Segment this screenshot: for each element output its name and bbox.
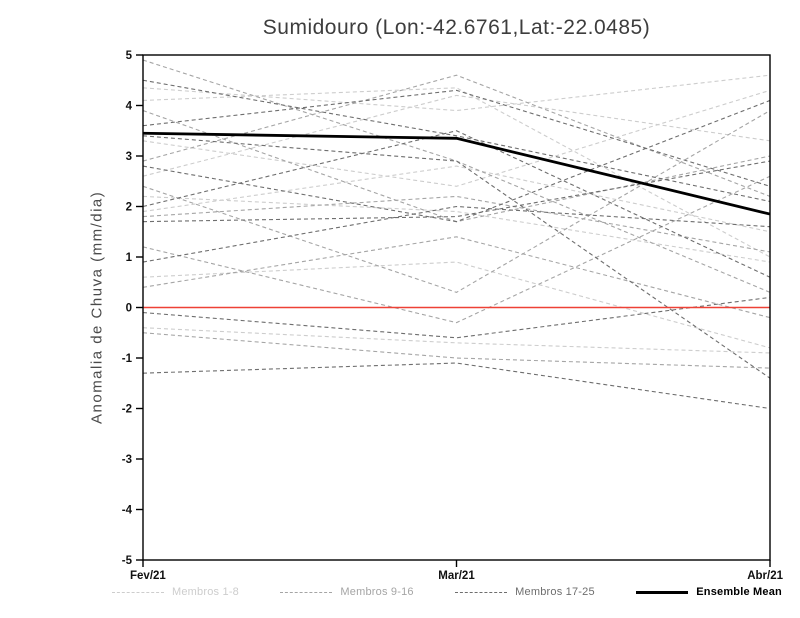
svg-text:5: 5: [126, 50, 133, 62]
legend-item-members-9-16: Membros 9-16: [280, 586, 414, 598]
legend-label: Membros 1-8: [172, 586, 239, 598]
svg-text:Mar/21: Mar/21: [438, 570, 475, 582]
legend-item-ensemble-mean: Ensemble Mean: [636, 586, 782, 598]
svg-text:Fev/21: Fev/21: [130, 570, 166, 582]
svg-text:3: 3: [126, 151, 132, 163]
svg-text:2: 2: [126, 202, 132, 214]
legend-label: Ensemble Mean: [696, 586, 782, 598]
dashed-line-swatch: [455, 591, 508, 593]
svg-text:4: 4: [126, 101, 133, 113]
solid-line-swatch: [636, 590, 689, 594]
dashed-line-swatch: [112, 591, 164, 593]
svg-text:-1: -1: [122, 353, 133, 365]
legend: Membros 1-8 Membros 9-16 Membros 17-25 E…: [112, 586, 782, 598]
svg-text:Abr/21: Abr/21: [747, 570, 783, 582]
svg-text:-2: -2: [122, 404, 132, 416]
svg-text:1: 1: [126, 252, 133, 264]
chart-title: Sumidouro (Lon:-42.6761,Lat:-22.0485): [262, 16, 651, 39]
legend-label: Membros 17-25: [515, 586, 595, 598]
svg-text:-5: -5: [122, 555, 133, 567]
legend-label: Membros 9-16: [340, 586, 414, 598]
svg-text:-4: -4: [122, 505, 133, 517]
dashed-line-swatch: [280, 591, 333, 593]
svg-text:-3: -3: [122, 454, 132, 466]
svg-text:0: 0: [126, 303, 132, 315]
legend-item-members-1-8: Membros 1-8: [112, 586, 239, 598]
legend-item-members-17-25: Membros 17-25: [455, 586, 595, 598]
